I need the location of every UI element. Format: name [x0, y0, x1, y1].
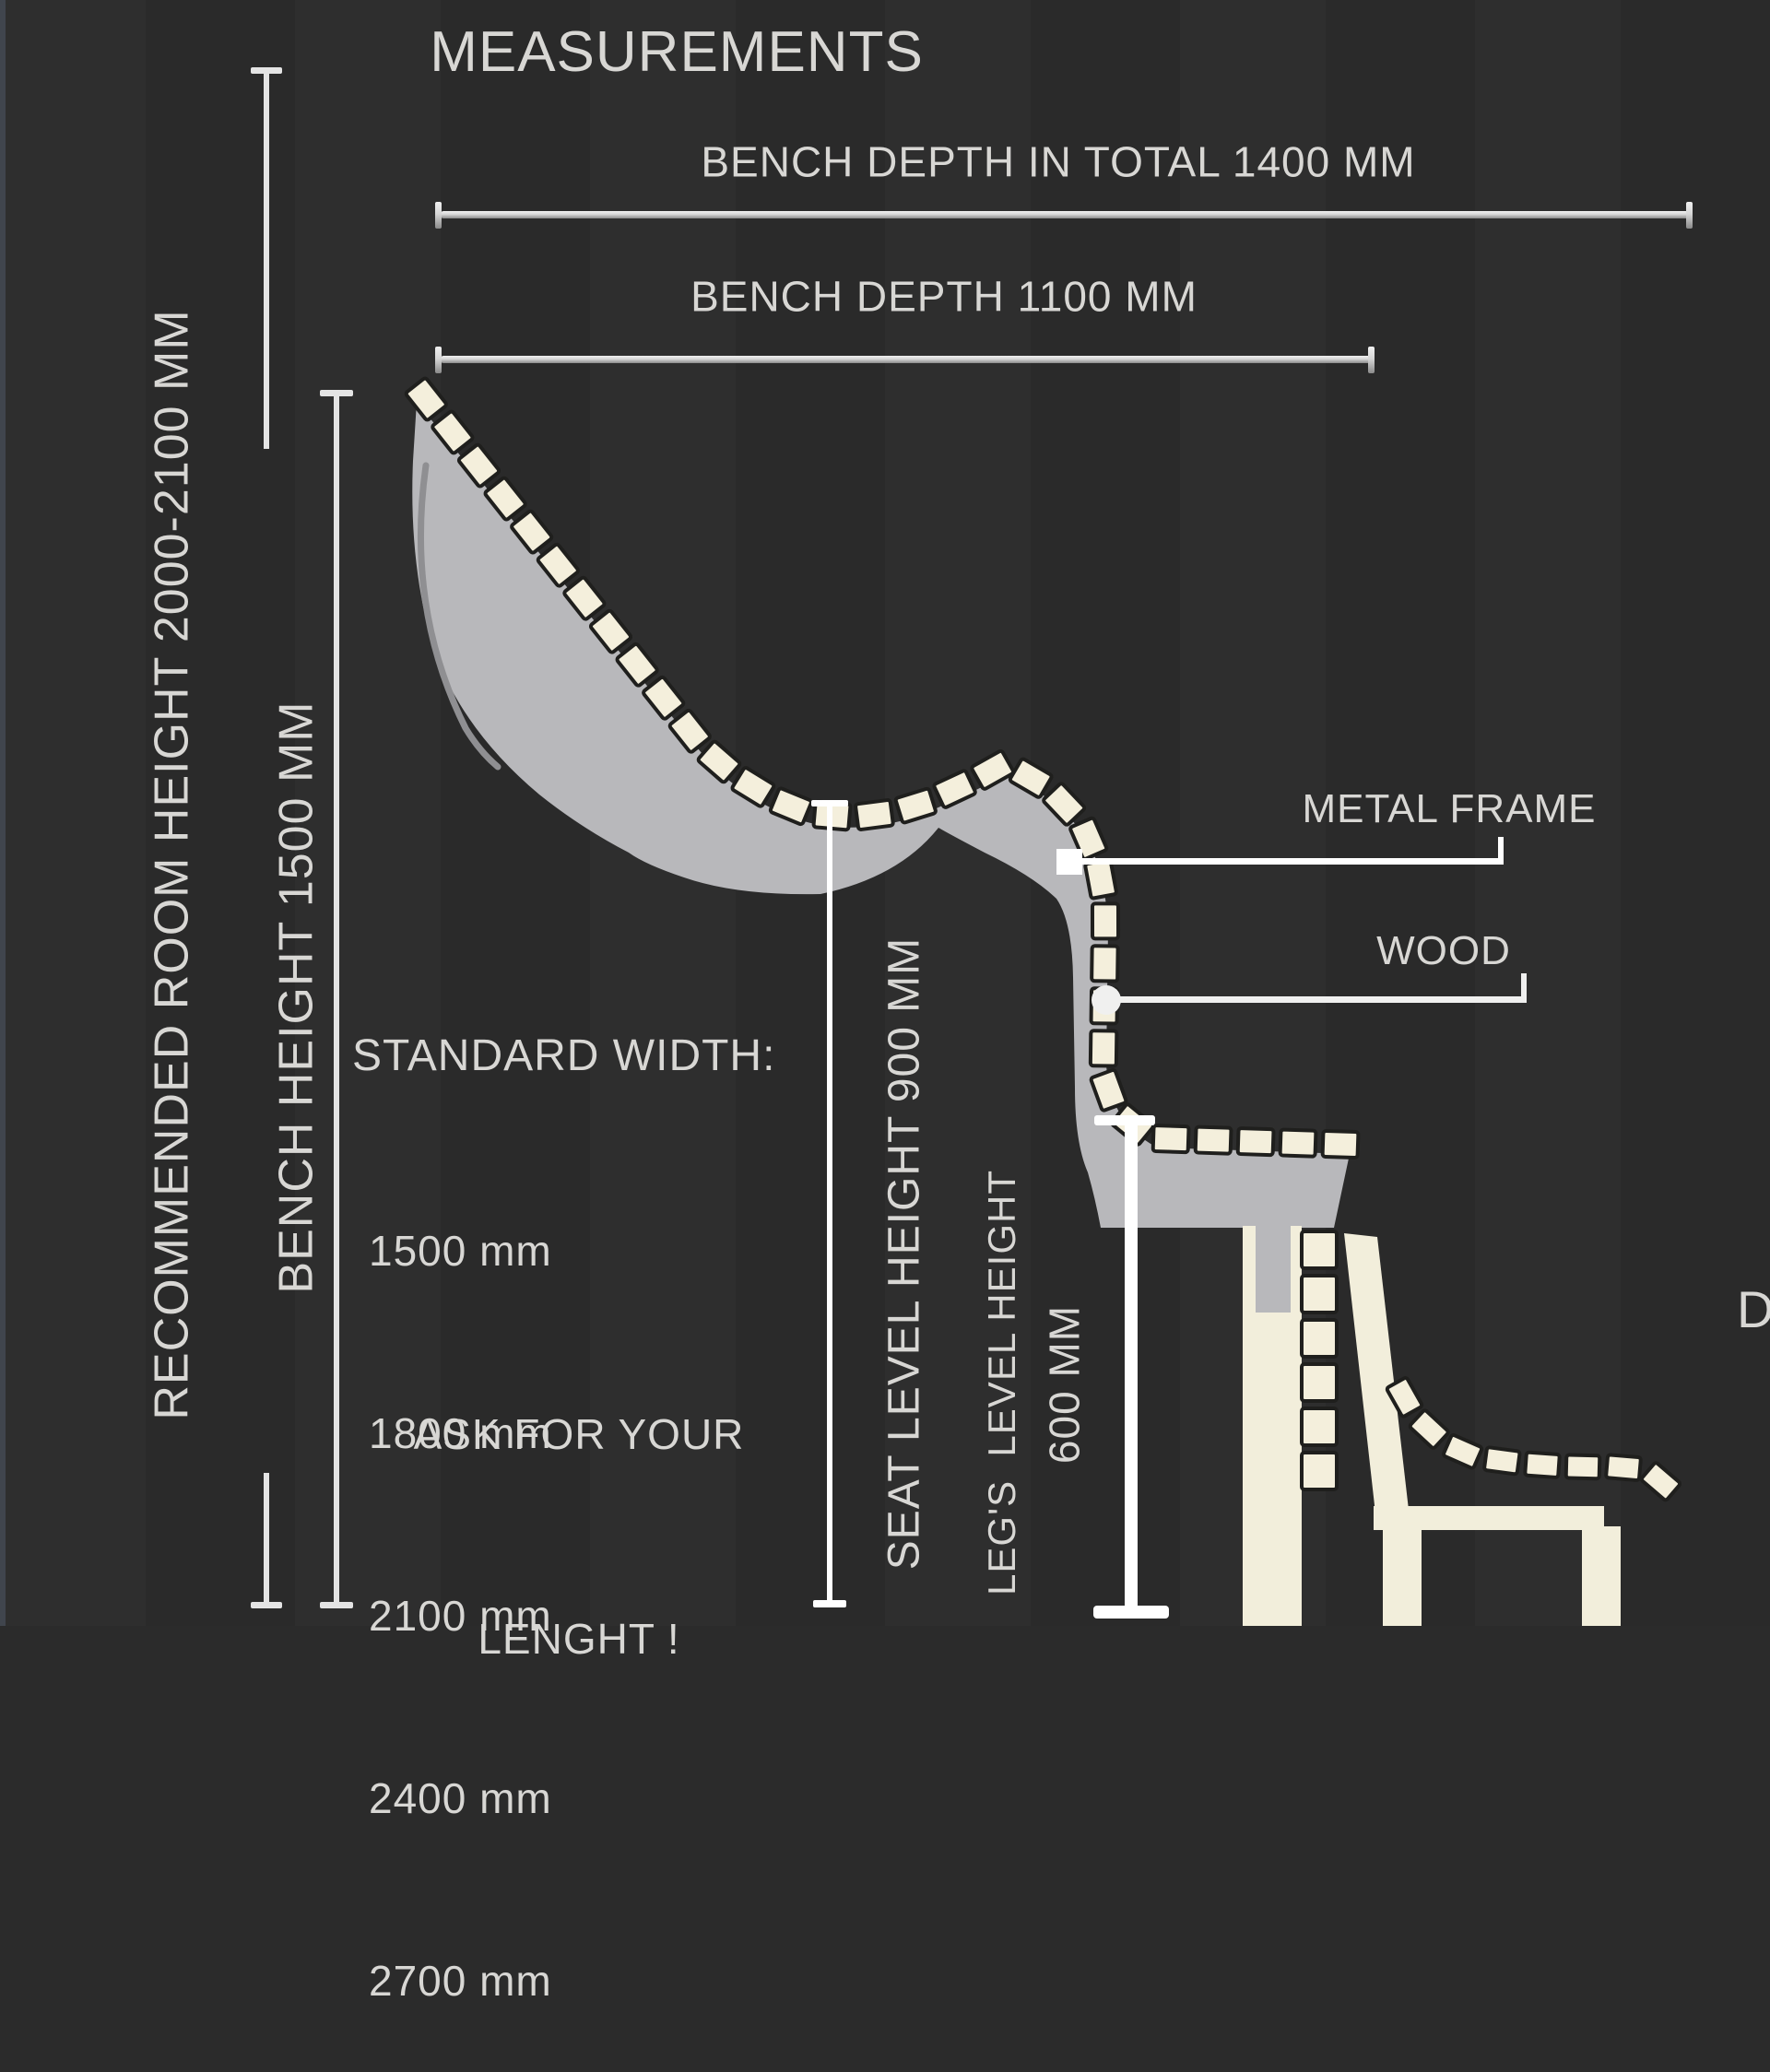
wood-slat: [1564, 1453, 1602, 1481]
wood-slat: [1300, 1274, 1339, 1314]
left-edge-strip: [0, 0, 6, 1626]
wood-slat: [1639, 1461, 1682, 1502]
wood-slat: [1442, 1433, 1484, 1470]
frame-seam-line: [417, 462, 502, 771]
front-leg: [1383, 1525, 1422, 1626]
wood-slat: [932, 769, 977, 809]
wood-slat: [1300, 1407, 1339, 1447]
wood-slat: [1300, 1318, 1339, 1359]
dimension-line-total-depth: [435, 202, 1693, 229]
wood-leader: [1092, 973, 1527, 1015]
width-option: 2400 mm: [369, 1774, 552, 1822]
total-depth-label: BENCH DEPTH IN TOTAL 1400 MM: [701, 137, 1416, 186]
wood-slat: [483, 476, 527, 522]
sauna-lounger: [404, 376, 1361, 1626]
wood-slat: [536, 542, 580, 588]
wood-slat: [1278, 1127, 1318, 1159]
wood-slat: [970, 748, 1016, 791]
wood-slat: [1320, 1128, 1361, 1160]
wood-slat: [893, 786, 938, 825]
depth-label: BENCH DEPTH 1100 MM: [690, 272, 1198, 321]
legs-level-value-label: 600 MM: [1040, 1304, 1089, 1465]
dimension-line-bench-height: [320, 390, 353, 1608]
dimension-line-legs-level: [1093, 1115, 1169, 1619]
wood-slat: [1150, 1124, 1191, 1155]
bench-height-label: BENCH HEIGHT 1500 MM: [269, 700, 324, 1294]
wood-slat: [1604, 1453, 1643, 1482]
width-option: 1500 mm: [369, 1227, 552, 1275]
wood-slat: [1408, 1408, 1450, 1450]
legs-level-label: LEG'S LEVEL HEIGHT: [979, 1170, 1023, 1595]
wood-slat: [1042, 782, 1087, 827]
wood-slat: [1083, 857, 1118, 901]
wood-slat: [730, 766, 776, 808]
standard-width-heading: STANDARD WIDTH:: [352, 1031, 776, 1080]
wood-slat: [456, 442, 502, 489]
dimension-line-seat-level: [811, 800, 848, 1607]
wood-slat: [588, 608, 633, 654]
ask-length-note: ASK FOR YOUR LENGHT !: [414, 1264, 745, 1741]
small-bench: [1300, 1230, 1682, 1626]
wood-slat: [1300, 1451, 1339, 1491]
wood-label: WOOD: [1376, 927, 1511, 973]
page-title: MEASUREMENTS: [430, 19, 924, 84]
rear-leg: [1582, 1526, 1621, 1626]
wood-slat: [1008, 757, 1054, 799]
ask-length-line2: LENGHT !: [478, 1615, 680, 1663]
wood-slat: [1300, 1362, 1339, 1403]
wood-slat: [615, 642, 659, 688]
width-option: 2700 mm: [369, 1957, 552, 2005]
metal-frame-marker: [1056, 849, 1082, 875]
wood-slat: [404, 376, 448, 422]
backrest-plank: [1344, 1233, 1409, 1513]
backrest-slats-column: [1300, 1230, 1339, 1491]
width-option: 1800 mm: [369, 1409, 552, 1457]
wood-slat: [696, 739, 742, 784]
wood-slat: [1090, 901, 1121, 941]
wood-slat: [667, 708, 712, 754]
wood-slat: [1300, 1230, 1339, 1270]
wood-slat: [1523, 1450, 1562, 1479]
measurements-diagram: { "title": "MEASUREMENTS", "dimension_la…: [0, 0, 1770, 2005]
metal-frame-shape: [412, 402, 1350, 1228]
wood-marker: [1092, 985, 1121, 1015]
wood-slat: [1482, 1445, 1522, 1477]
diagram-canvas: [251, 67, 1693, 1626]
dimension-line-room-height: [251, 67, 282, 1608]
clipped-text-right-edge: D: [1737, 1280, 1770, 1338]
wood-slat: [854, 798, 895, 831]
wood-slat: [510, 509, 554, 555]
wood-slat: [642, 675, 686, 721]
dimension-line-depth: [435, 347, 1375, 373]
small-bench-slats: [1385, 1376, 1682, 1502]
wood-slat: [1385, 1376, 1424, 1419]
frame-bracket: [1256, 1226, 1291, 1313]
metal-frame-label: METAL FRAME: [1302, 785, 1597, 831]
wood-slat: [562, 575, 607, 621]
dimension-lines: [251, 67, 1693, 1619]
wood-slat: [1089, 1067, 1128, 1113]
ask-length-line1: ASK FOR YOUR: [413, 1410, 745, 1458]
wood-slat: [1088, 1029, 1119, 1068]
wood-slat: [1068, 816, 1109, 861]
metal-frame-leader: [1056, 837, 1504, 875]
wood-slat: [768, 786, 813, 827]
wood-slat: [431, 409, 475, 455]
wood-slat: [1193, 1124, 1233, 1156]
wood-slat: [1090, 944, 1120, 983]
seat-level-label: SEAT LEVEL HEIGHT 900 MM: [879, 936, 929, 1571]
room-height-label: RECOMMENDED ROOM HEIGHT 2000-2100 MM: [145, 309, 199, 1420]
wood-slat: [1235, 1126, 1276, 1158]
